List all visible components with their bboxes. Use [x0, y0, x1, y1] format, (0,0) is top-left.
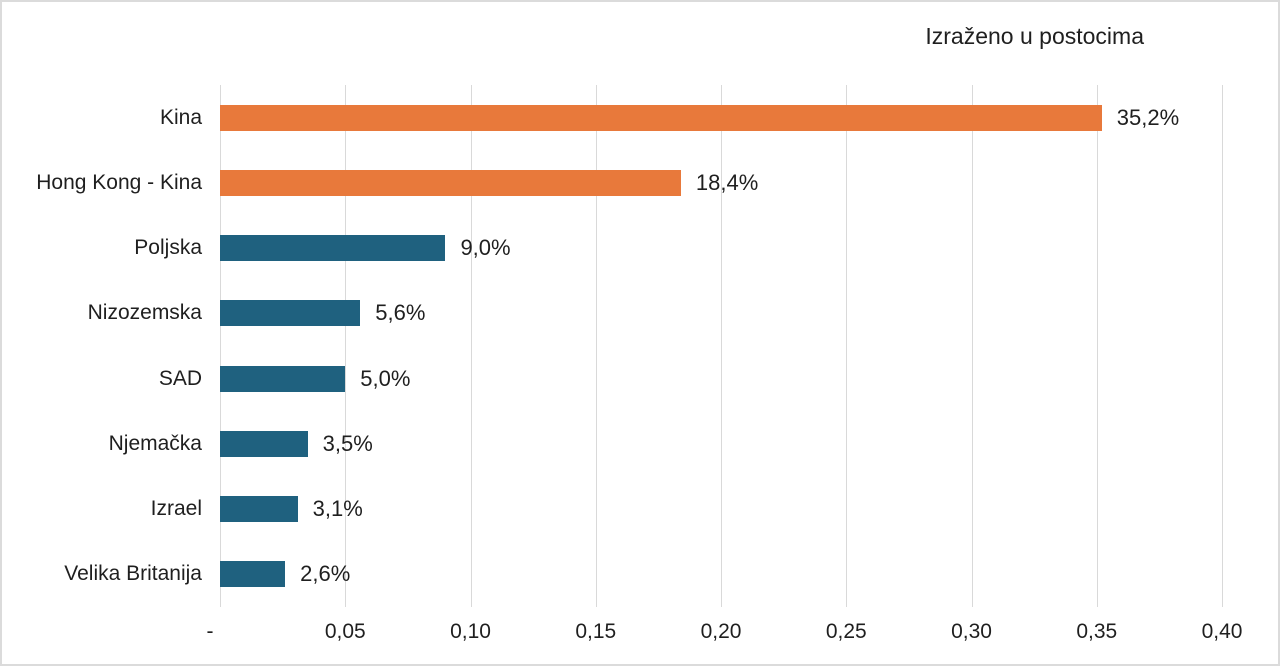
bar-row: 5,6%: [220, 300, 1222, 327]
x-axis: - 0,05 0,10 0,15 0,20 0,25 0,30 0,35 0,40: [207, 620, 1243, 654]
value-label: 2,6%: [300, 561, 351, 587]
gridline: [1096, 85, 1098, 607]
x-tick-label: 0,05: [324, 620, 366, 643]
value-label: 35,2%: [1116, 104, 1180, 130]
value-label: 3,5%: [322, 430, 373, 456]
category-label: Nizozemska: [87, 301, 202, 325]
x-tick-label: 0,35: [1076, 620, 1118, 643]
gridline: [470, 85, 472, 607]
bar-kina: [220, 104, 1102, 131]
gridline: [595, 85, 597, 607]
bar-poljska: [220, 235, 446, 262]
value-label: 5,0%: [360, 365, 411, 391]
value-label: 18,4%: [695, 169, 759, 195]
category-label: SAD: [158, 366, 202, 390]
bar-row: 2,6%: [220, 561, 1222, 588]
x-tick-label: 0,15: [575, 620, 617, 643]
category-label: Velika Britanija: [64, 562, 202, 586]
x-tick-label: 0,30: [951, 620, 992, 643]
bar-sad: [220, 365, 346, 392]
x-tick-label: 0,10: [450, 620, 491, 643]
category-axis: Kina Hong Kong - Kina Poljska Nizozemska SAD…: [2, 85, 202, 607]
gridline: [220, 85, 221, 607]
category-label: Njemačka: [108, 431, 202, 455]
gridline: [1222, 85, 1223, 607]
bar-velika-britanija: [220, 561, 286, 588]
category-label: Hong Kong - Kina: [36, 170, 202, 194]
bar-row: 5,0%: [220, 365, 1222, 392]
x-tick-label: 0,20: [700, 620, 742, 643]
value-label: 5,6%: [375, 300, 426, 326]
gridline: [721, 85, 722, 607]
gridline: [971, 85, 973, 607]
category-label: Poljska: [134, 236, 202, 260]
bar-row: 35,2%: [220, 104, 1222, 131]
x-tick-label: -: [206, 620, 214, 643]
bar-hong-kong-kina: [220, 169, 681, 196]
bar-izrael: [220, 496, 298, 523]
category-label: Kina: [159, 105, 202, 129]
category-label: Izrael: [150, 497, 202, 521]
bar-row: 3,5%: [220, 430, 1222, 457]
x-tick-label: 0,25: [825, 620, 867, 643]
x-tick-label: 0,40: [1201, 620, 1243, 643]
bar-njema-ka: [220, 430, 308, 457]
bar-row: 9,0%: [220, 235, 1222, 262]
value-label: 3,1%: [312, 496, 363, 522]
gridline: [846, 85, 848, 607]
gridline: [345, 85, 347, 607]
bar-nizozemska: [220, 300, 361, 327]
bar-row: 18,4%: [220, 169, 1222, 196]
value-label: 9,0%: [460, 235, 511, 261]
chart-title: Izraženo u postocima: [925, 23, 1144, 49]
plot-area: 35,2% 18,4% 9,0% 5,6% 5,0% 3,5% 3,1% 2,6%: [220, 85, 1223, 607]
bar-row: 3,1%: [220, 496, 1222, 523]
